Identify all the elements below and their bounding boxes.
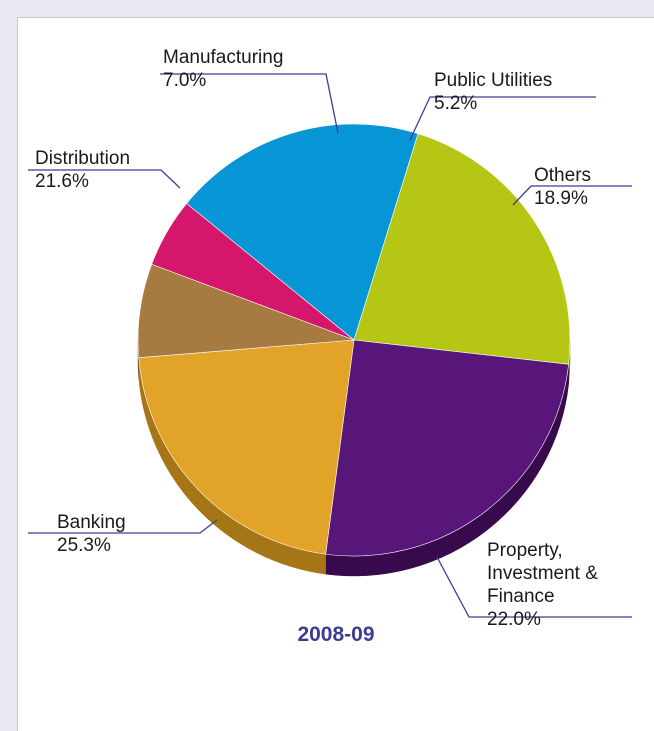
slice-2 [353,133,571,365]
frame-left-border [0,0,18,731]
slice-3 [325,339,569,557]
leader-line-4 [28,169,181,189]
slice-label-0: Public Utilities [434,70,552,91]
leader-line-2 [436,556,632,618]
leader-line-3 [28,519,218,534]
slice-label-2: Finance [487,586,555,607]
pie-slices [137,123,571,557]
leader-lines [28,73,632,618]
slice-value-4: 21.6% [35,171,89,192]
slice-label-4: Distribution [35,148,130,169]
slice-value-3: 25.3% [57,535,111,556]
slice-value-1: 18.9% [534,188,588,209]
chart-title: 2008-09 [297,623,374,646]
leader-line-1 [512,185,632,206]
slice-5 [137,263,355,359]
slice-label-2: Investment & [487,563,598,584]
slice-value-0: 5.2% [434,93,477,114]
slice-value-5: 7.0% [163,70,206,91]
leader-line-0 [409,96,596,141]
slice-4 [138,339,355,555]
slice-label-1: Others [534,165,591,186]
leader-line-5 [160,73,339,134]
frame-top-border [0,0,654,18]
slice-label-2: Property, [487,540,563,561]
slice-label-5: Manufacturing [163,47,283,68]
slice-value-2: 22.0% [487,609,541,630]
slice-1 [186,123,419,341]
slice-label-3: Banking [57,512,126,533]
